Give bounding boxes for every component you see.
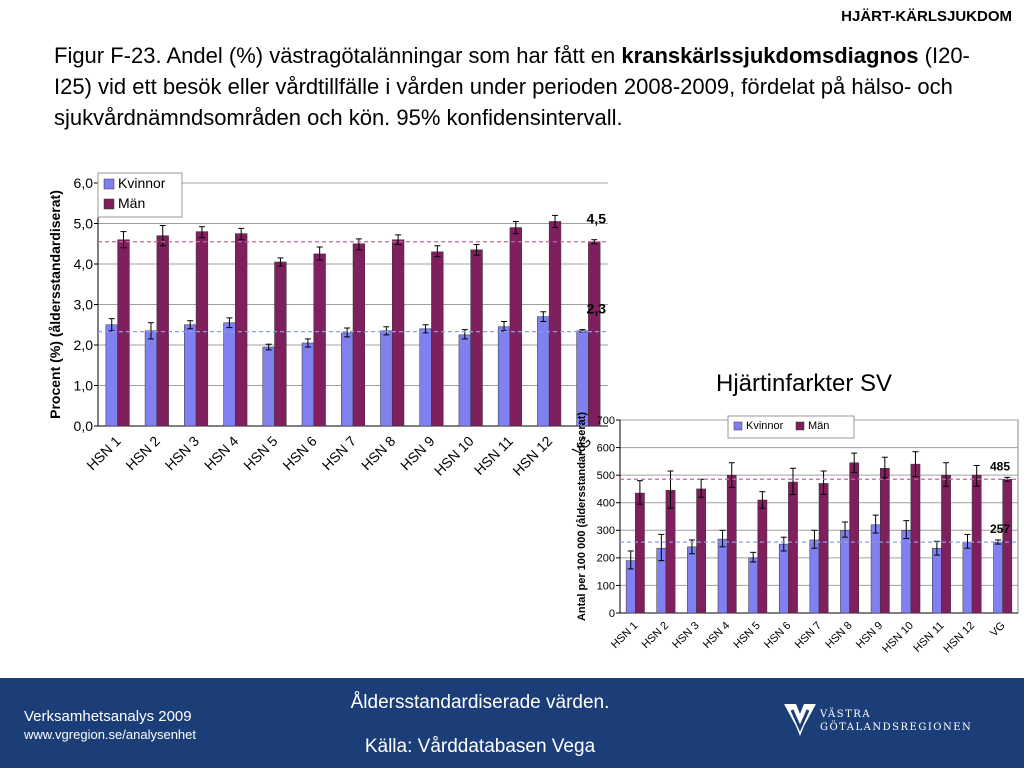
y-tick-label: 100 (597, 580, 615, 592)
bar-women (962, 541, 973, 614)
bar-men (757, 499, 768, 614)
y-axis-title: Antal per 100 000 (åldersstandardiserat) (576, 412, 588, 621)
y-tick-label: 5,0 (74, 215, 94, 231)
footer-bar: Verksamhetsanalys 2009 www.vgregion.se/a… (0, 678, 1024, 768)
y-tick-label: 600 (597, 442, 615, 454)
legend-box (727, 415, 855, 439)
footer-note-standardized: Åldersstandardiserade värden. (350, 692, 610, 713)
secondary-chart-heading: Hjärtinfarkter SV (716, 370, 893, 397)
y-tick-label: 500 (597, 470, 615, 482)
x-tick-label: HSN 10 (880, 620, 916, 656)
bar-men (818, 483, 829, 614)
y-tick-label: 2,0 (74, 337, 94, 353)
bar-men (971, 474, 982, 614)
bar-women (717, 538, 728, 614)
bar-men (910, 463, 921, 614)
reference-label: 4,5 (587, 211, 607, 227)
vgr-logo-icon (784, 704, 816, 736)
reference-label: 485 (990, 459, 1010, 473)
legend-swatch (103, 198, 115, 210)
legend-label: Kvinnor (118, 175, 166, 191)
y-tick-label: 1,0 (74, 377, 94, 393)
logo-line-2: GÖTALANDSREGIONEN (820, 722, 973, 733)
y-tick-label: 700 (597, 415, 615, 427)
reference-label: 257 (990, 522, 1010, 536)
bar-men (1002, 479, 1013, 614)
vgr-logo: VÄSTRA GÖTALANDSREGIONEN (782, 700, 971, 745)
bar-men (788, 481, 798, 614)
bar-women (932, 547, 942, 614)
y-tick-label: 200 (597, 553, 615, 565)
footer-url[interactable]: www.vgregion.se/analysenhet (24, 727, 196, 742)
y-tick-label: 0 (609, 608, 615, 620)
legend-swatch (795, 421, 805, 431)
bar-men (635, 492, 645, 614)
bar-women (748, 557, 759, 614)
legend-swatch (103, 178, 115, 190)
y-tick-label: 4,0 (74, 256, 94, 272)
x-tick-label: HSN 4 (701, 620, 732, 651)
y-tick-label: 0,0 (74, 418, 94, 434)
bar-women (809, 539, 820, 614)
legend-label: Kvinnor (746, 420, 784, 432)
bar-women (993, 541, 1003, 614)
bar-men (726, 474, 737, 614)
bar-men (696, 488, 706, 614)
legend-label: Män (808, 420, 829, 432)
bar-women (687, 546, 697, 614)
x-tick-label: HSN 8 (823, 620, 854, 651)
legend-label: Män (118, 195, 145, 211)
x-tick-label: HSN 12 (941, 620, 977, 656)
reference-label: 2,3 (587, 301, 607, 317)
caption-bold-term: kranskärlssjukdomsdiagnos (621, 43, 919, 68)
x-tick-label: HSN 7 (793, 620, 824, 651)
caption-text-end: (I20-I25) vid ett besök eller vårdtillfä… (54, 43, 970, 130)
section-title: HJÄRT-KÄRLSJUKDOM (841, 8, 1012, 25)
bar-men (941, 474, 951, 614)
caption-text-start: Figur F-23. Andel (%) västragötalänninga… (54, 43, 622, 68)
bar-women (870, 524, 881, 614)
y-tick-label: 6,0 (74, 175, 94, 191)
x-tick-label: HSN 1 (609, 620, 640, 651)
y-tick-label: 3,0 (74, 296, 94, 312)
x-tick-label: HSN 6 (762, 620, 793, 651)
footer-note-source: Källa: Vårddatabasen Vega (364, 736, 596, 757)
x-tick-label: HSN 11 (911, 620, 946, 655)
footer-org-name: Verksamhetsanalys 2009 (24, 708, 192, 725)
bar-men (849, 462, 860, 614)
footer-org: Verksamhetsanalys 2009 www.vgregion.se/a… (24, 708, 196, 742)
bar-women (778, 543, 789, 614)
bar-men (879, 468, 890, 614)
y-tick-label: 400 (597, 498, 615, 510)
figure-caption: Figur F-23. Andel (%) västragötalänninga… (54, 40, 984, 133)
y-axis-title: Procent (%) (åldersstandardiserat) (47, 190, 63, 419)
legend-swatch (733, 421, 743, 431)
y-tick-label: 300 (597, 525, 615, 537)
x-tick-label: VG (988, 620, 1008, 640)
x-tick-label: HSN 5 (731, 620, 762, 651)
vgr-logo-text: VÄSTRA GÖTALANDSREGIONEN (820, 708, 972, 734)
logo-line-1: VÄSTRA (820, 709, 872, 720)
x-tick-label: HSN 3 (670, 620, 701, 651)
x-tick-label: HSN 2 (640, 620, 671, 651)
